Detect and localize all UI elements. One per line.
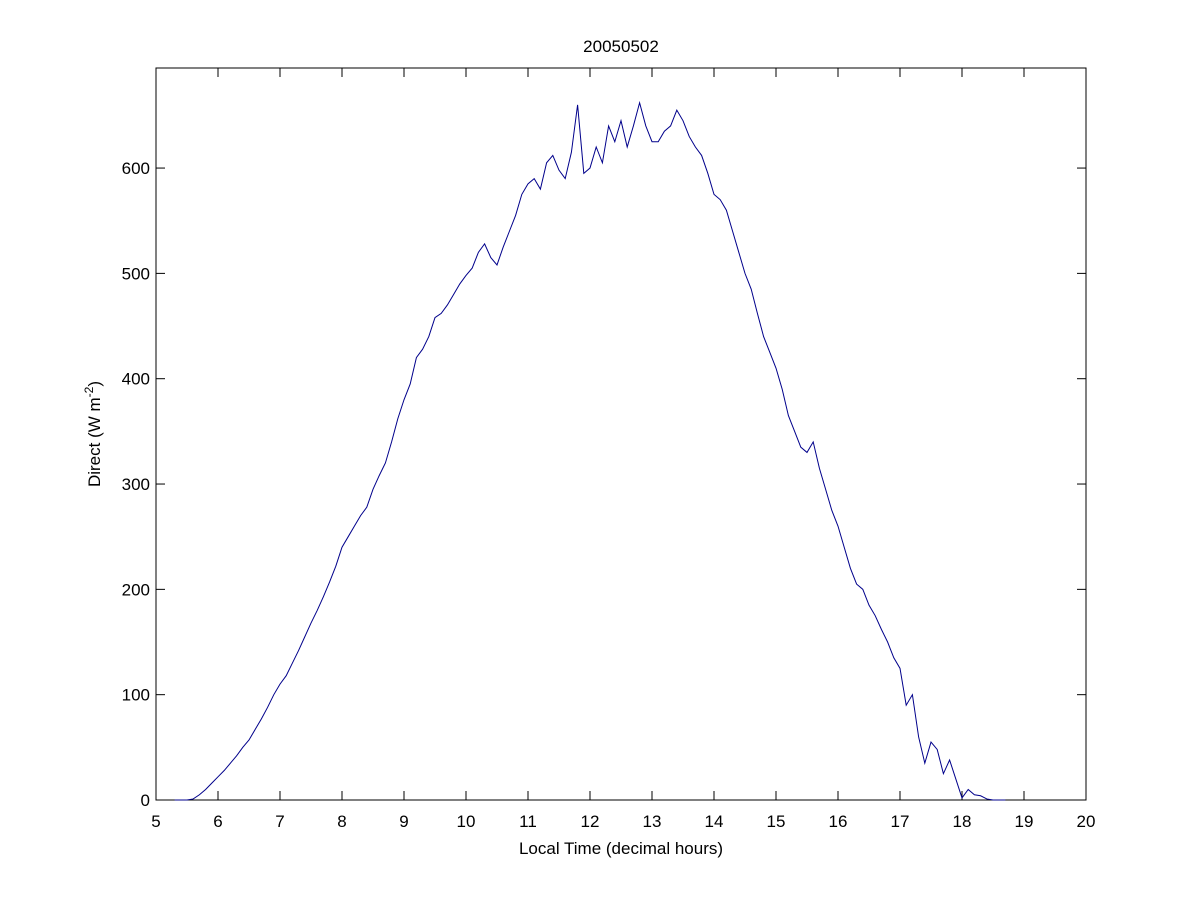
- x-tick-label: 14: [705, 812, 724, 831]
- y-tick-label: 300: [122, 475, 150, 494]
- x-tick-label: 8: [337, 812, 346, 831]
- x-tick-label: 11: [519, 812, 537, 831]
- y-axis-label: Direct (W m-2): [82, 381, 104, 487]
- x-tick-label: 19: [1015, 812, 1034, 831]
- x-tick-label: 7: [275, 812, 284, 831]
- y-tick-label: 200: [122, 580, 150, 599]
- plot-frame: [155, 67, 1087, 801]
- x-tick-label: 15: [767, 812, 786, 831]
- x-tick-label: 13: [643, 812, 662, 831]
- x-tick-label: 6: [213, 812, 222, 831]
- chart-title: 20050502: [583, 37, 659, 56]
- y-label-superscript: -2: [82, 386, 96, 397]
- x-tick-label: 20: [1077, 812, 1096, 831]
- y-tick-label: 600: [122, 159, 150, 178]
- x-tick-label: 10: [457, 812, 476, 831]
- x-tick-label: 9: [399, 812, 408, 831]
- y-label-text: Direct (W m: [85, 397, 104, 487]
- x-tick-label: 12: [581, 812, 600, 831]
- x-tick-label: 17: [891, 812, 910, 831]
- y-tick-label: 100: [122, 686, 150, 705]
- data-line: [174, 100, 1006, 801]
- y-tick-label: 0: [141, 791, 150, 810]
- x-tick-label: 5: [151, 812, 160, 831]
- x-tick-label: 16: [829, 812, 848, 831]
- x-axis-label: Local Time (decimal hours): [519, 839, 723, 858]
- y-tick-label: 500: [122, 264, 150, 283]
- y-label-suffix: ): [85, 381, 104, 387]
- y-tick-label: 400: [122, 370, 150, 389]
- x-tick-label: 18: [953, 812, 972, 831]
